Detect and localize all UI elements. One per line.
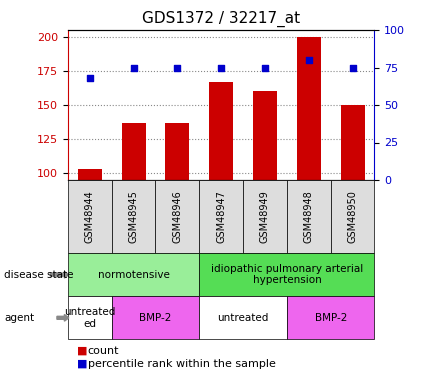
Text: normotensive: normotensive bbox=[98, 270, 170, 280]
Text: GSM48947: GSM48947 bbox=[216, 190, 226, 243]
Bar bbox=[209, 82, 233, 180]
Text: agent: agent bbox=[4, 313, 35, 323]
Bar bbox=[78, 169, 102, 180]
Text: disease state: disease state bbox=[4, 270, 74, 280]
Point bbox=[130, 64, 137, 70]
Bar bbox=[122, 123, 145, 180]
Point bbox=[261, 64, 268, 70]
Text: BMP-2: BMP-2 bbox=[314, 313, 347, 323]
Text: idiopathic pulmonary arterial
hypertension: idiopathic pulmonary arterial hypertensi… bbox=[211, 264, 363, 285]
Text: GSM48949: GSM48949 bbox=[260, 190, 270, 243]
Bar bbox=[297, 37, 321, 180]
Bar bbox=[341, 105, 364, 180]
Point bbox=[86, 75, 93, 81]
Text: untreated: untreated bbox=[217, 313, 269, 323]
Text: BMP-2: BMP-2 bbox=[139, 313, 172, 323]
Bar bbox=[166, 123, 190, 180]
Text: GSM48945: GSM48945 bbox=[129, 190, 138, 243]
Text: GSM48946: GSM48946 bbox=[173, 190, 182, 243]
Point bbox=[174, 64, 181, 70]
Text: GSM48944: GSM48944 bbox=[85, 190, 95, 243]
Text: untreated
ed: untreated ed bbox=[64, 307, 116, 328]
Point bbox=[305, 57, 312, 63]
Text: ■: ■ bbox=[77, 346, 87, 355]
Text: count: count bbox=[88, 346, 119, 355]
Point bbox=[349, 64, 356, 70]
Point bbox=[218, 64, 225, 70]
Text: percentile rank within the sample: percentile rank within the sample bbox=[88, 359, 276, 369]
Text: GSM48948: GSM48948 bbox=[304, 190, 314, 243]
Text: GSM48950: GSM48950 bbox=[348, 190, 357, 243]
Title: GDS1372 / 32217_at: GDS1372 / 32217_at bbox=[142, 11, 300, 27]
Text: ■: ■ bbox=[77, 359, 87, 369]
Bar bbox=[253, 92, 277, 180]
